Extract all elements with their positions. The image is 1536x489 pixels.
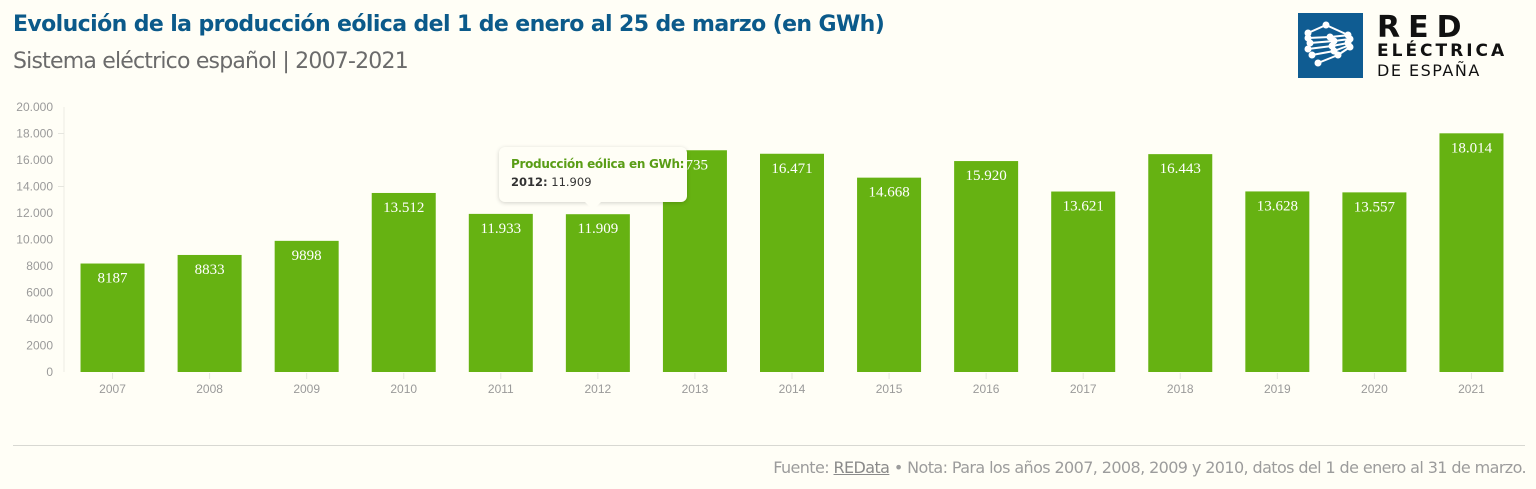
logo-text-electrica: ELÉCTRICA: [1377, 41, 1508, 61]
tooltip-year: 2012:: [511, 175, 548, 189]
x-tick-label: 2021: [1458, 382, 1485, 396]
bar-value-label: 9898: [292, 248, 322, 264]
y-tick-label: 6000: [26, 286, 53, 300]
y-tick-label: 8000: [26, 259, 53, 273]
y-tick-label: 16.000: [16, 153, 53, 167]
x-tick-label: 2012: [585, 382, 612, 396]
bar-value-label: 15.920: [966, 168, 1007, 184]
x-tick-label: 2009: [293, 382, 320, 396]
y-axis: 0 2000 4000 6000 8000 10.000 12.000 14.000 16.00…: [16, 100, 65, 379]
bar[interactable]: [1342, 192, 1407, 372]
x-axis: 2007 2008 2009 2010 2011 2012 2013 2014 2015 2016…: [99, 373, 1485, 396]
x-tick-label: 2014: [779, 382, 806, 396]
x-tick-label: 2017: [1070, 382, 1097, 396]
bar-value-label: 13.628: [1257, 198, 1298, 214]
bar[interactable]: [274, 240, 339, 372]
tooltip-value: 11.909: [551, 175, 592, 189]
x-tick-label: 2010: [390, 382, 417, 396]
footer-note-text: • Nota: Para los años 2007, 2008, 2009 y…: [889, 458, 1527, 477]
y-tick-label: 10.000: [16, 233, 53, 247]
x-tick-label: 2016: [973, 382, 1000, 396]
bar[interactable]: [760, 153, 824, 372]
bar[interactable]: [371, 192, 436, 372]
bar-value-label: 18.014: [1451, 140, 1493, 156]
x-tick-label: 2013: [682, 382, 709, 396]
bar-value-label: 16.443: [1160, 161, 1201, 177]
x-tick-label: 2007: [99, 382, 126, 396]
bar[interactable]: [468, 213, 533, 372]
bar-value-label: 13.512: [383, 200, 424, 216]
y-tick-label: 2000: [26, 339, 53, 353]
bar-value-label: 16.471: [771, 161, 812, 177]
bar-value-label: 13.621: [1063, 199, 1104, 215]
tooltip-value-line: 2012: 11.909: [511, 175, 592, 189]
bar[interactable]: [1051, 191, 1116, 372]
chart-title: Evolución de la producción eólica del 1 …: [13, 12, 885, 37]
bar-value-label: 11.909: [578, 221, 619, 237]
bar-value-label: 14.668: [868, 185, 909, 201]
y-tick-label: 4000: [26, 312, 53, 326]
bars: 8187 8833 9898 13.512 11.933 11.909 .735 16.471…: [80, 133, 1504, 372]
red-electrica-logo: RED ELÉCTRICA DE ESPAÑA: [1298, 10, 1528, 80]
source-link-redata[interactable]: REData: [833, 458, 890, 477]
bar[interactable]: [565, 214, 630, 372]
y-tick-label: 12.000: [16, 206, 53, 220]
footer-divider: [13, 445, 1525, 446]
x-tick-label: 2011: [488, 382, 514, 396]
logo-text-espana: DE ESPAÑA: [1377, 61, 1481, 80]
bar[interactable]: [80, 263, 145, 372]
chart-subtitle: Sistema eléctrico español | 2007-2021: [13, 49, 409, 74]
y-tick-label: 18.000: [16, 127, 53, 141]
bar-value-label: 8833: [195, 262, 225, 278]
x-tick-label: 2019: [1264, 382, 1291, 396]
bar[interactable]: [1148, 154, 1213, 372]
bar[interactable]: [177, 254, 242, 372]
y-tick-label: 0: [46, 365, 53, 379]
bar[interactable]: [857, 177, 922, 372]
tooltip-title: Producción eólica en GWh:: [511, 157, 685, 171]
bar[interactable]: [1439, 133, 1504, 372]
x-tick-label: 2020: [1361, 382, 1388, 396]
red-electrica-network-icon: [1298, 13, 1363, 78]
y-tick-label: 14.000: [16, 180, 53, 194]
bar-chart: 0 2000 4000 6000 8000 10.000 12.000 14.000 16.00…: [16, 100, 1504, 396]
x-tick-label: 2008: [196, 382, 223, 396]
bar-value-label: 13.557: [1354, 199, 1396, 215]
bar-tooltip: Producción eólica en GWh: 2012: 11.909: [499, 147, 687, 210]
bar-value-label: 8187: [98, 271, 129, 287]
bar-value-label: .735: [682, 157, 708, 173]
footer-note: Fuente: REData • Nota: Para los años 200…: [773, 458, 1526, 477]
y-tick-label: 20.000: [16, 100, 53, 114]
bar[interactable]: [954, 161, 1019, 372]
x-tick-label: 2018: [1167, 382, 1194, 396]
source-prefix: Fuente:: [773, 458, 829, 477]
logo-text-red: RED: [1377, 10, 1470, 45]
bar-value-label: 11.933: [480, 221, 521, 237]
x-tick-label: 2015: [876, 382, 903, 396]
bar[interactable]: [1245, 191, 1310, 372]
